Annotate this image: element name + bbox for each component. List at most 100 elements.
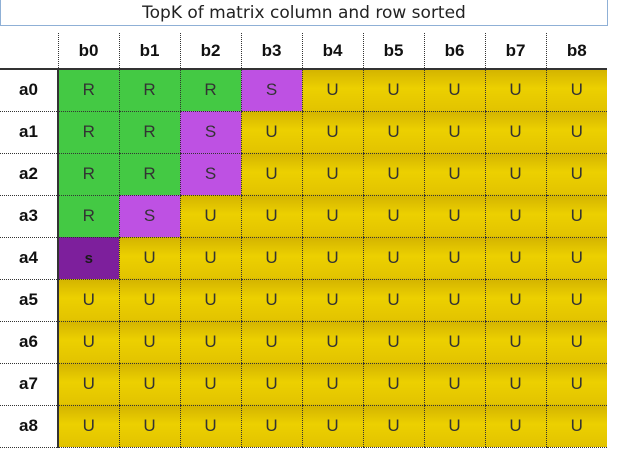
matrix-cell: U [118, 279, 180, 322]
matrix-cell: U [362, 363, 424, 406]
matrix-cell: U [545, 363, 607, 406]
matrix-cell: U [423, 195, 485, 238]
matrix-cell: U [362, 405, 424, 448]
row-header: a0 [0, 69, 59, 112]
matrix-cell: U [301, 321, 363, 364]
matrix-cell: U [545, 69, 607, 112]
matrix-cell: U [179, 405, 241, 448]
column-header: b6 [423, 33, 485, 70]
matrix-row: a6 U U U U U U U U U [0, 321, 607, 364]
matrix-cell: U [484, 279, 546, 322]
matrix-row: a2 R R S U U U U U U [0, 153, 607, 196]
matrix-cell: U [423, 153, 485, 196]
column-header-row: b0 b1 b2 b3 b4 b5 b6 b7 b8 [0, 33, 607, 70]
matrix-cell: U [240, 321, 302, 364]
matrix-cell: U [240, 405, 302, 448]
matrix-cell: U [57, 405, 119, 448]
matrix-cell: U [484, 237, 546, 280]
matrix-cell: U [545, 321, 607, 364]
row-header: a4 [0, 237, 59, 280]
matrix-cell: U [118, 321, 180, 364]
matrix-cell: R [57, 111, 119, 154]
matrix-cell: U [301, 279, 363, 322]
matrix-cell: U [301, 153, 363, 196]
matrix-cell: U [118, 405, 180, 448]
matrix-cell: U [484, 69, 546, 112]
matrix-cell: s [57, 237, 119, 280]
matrix-cell: U [362, 69, 424, 112]
matrix-row: a7 U U U U U U U U U [0, 363, 607, 406]
matrix-cell: U [423, 279, 485, 322]
matrix-cell: U [301, 363, 363, 406]
matrix-cell: S [240, 69, 302, 112]
row-header: a2 [0, 153, 59, 196]
matrix-row: a4 s U U U U U U U U [0, 237, 607, 280]
row-header: a7 [0, 363, 59, 406]
matrix-cell: U [484, 363, 546, 406]
matrix-cell: R [118, 69, 180, 112]
matrix-cell: U [362, 279, 424, 322]
matrix-cell: R [179, 69, 241, 112]
matrix-cell: U [179, 321, 241, 364]
matrix-cell: U [179, 279, 241, 322]
matrix-cell: U [301, 69, 363, 112]
matrix-cell: U [362, 153, 424, 196]
matrix-cell: S [179, 111, 241, 154]
matrix-cell: U [179, 363, 241, 406]
matrix-cell: U [484, 111, 546, 154]
matrix-cell: U [240, 237, 302, 280]
row-header: a5 [0, 279, 59, 322]
matrix-cell: U [118, 363, 180, 406]
column-header: b3 [240, 33, 302, 70]
matrix-cell: U [240, 111, 302, 154]
matrix-cell: U [545, 195, 607, 238]
matrix-cell: U [484, 405, 546, 448]
row-header: a3 [0, 195, 59, 238]
matrix-cell: U [301, 111, 363, 154]
diagram-title: TopK of matrix column and row sorted [0, 0, 608, 26]
column-header: b7 [484, 33, 546, 70]
column-header: b0 [57, 33, 119, 70]
matrix-cell: U [240, 195, 302, 238]
matrix-cell: U [362, 111, 424, 154]
matrix-cell: U [57, 363, 119, 406]
matrix-cell: U [118, 237, 180, 280]
column-header: b8 [545, 33, 607, 70]
matrix-cell: U [484, 321, 546, 364]
matrix-cell: S [179, 153, 241, 196]
matrix-cell: U [362, 237, 424, 280]
matrix-cell: U [545, 405, 607, 448]
matrix-cell: U [240, 279, 302, 322]
matrix-cell: U [423, 363, 485, 406]
matrix-cell: R [118, 153, 180, 196]
matrix-cell: U [545, 279, 607, 322]
matrix-cell: U [423, 321, 485, 364]
column-header: b5 [362, 33, 424, 70]
matrix-cell: U [57, 321, 119, 364]
matrix-cell: U [484, 153, 546, 196]
matrix-cell: U [362, 195, 424, 238]
matrix-cell: U [423, 405, 485, 448]
column-header: b2 [179, 33, 241, 70]
matrix-cell: U [423, 69, 485, 112]
matrix-row: a8 U U U U U U U U U [0, 405, 607, 448]
matrix-cell: U [545, 111, 607, 154]
row-header: a6 [0, 321, 59, 364]
column-header: b1 [118, 33, 180, 70]
matrix-cell: U [240, 363, 302, 406]
matrix-cell: U [545, 237, 607, 280]
matrix-row: a3 R S U U U U U U U [0, 195, 607, 238]
matrix-cell: R [57, 195, 119, 238]
matrix-cell: S [118, 195, 180, 238]
matrix-cell: U [57, 279, 119, 322]
row-header: a1 [0, 111, 59, 154]
matrix-cell: U [423, 237, 485, 280]
matrix-cell: U [545, 153, 607, 196]
column-header: b4 [301, 33, 363, 70]
matrix-cell: R [118, 111, 180, 154]
matrix-cell: U [301, 195, 363, 238]
matrix-row: a5 U U U U U U U U U [0, 279, 607, 322]
